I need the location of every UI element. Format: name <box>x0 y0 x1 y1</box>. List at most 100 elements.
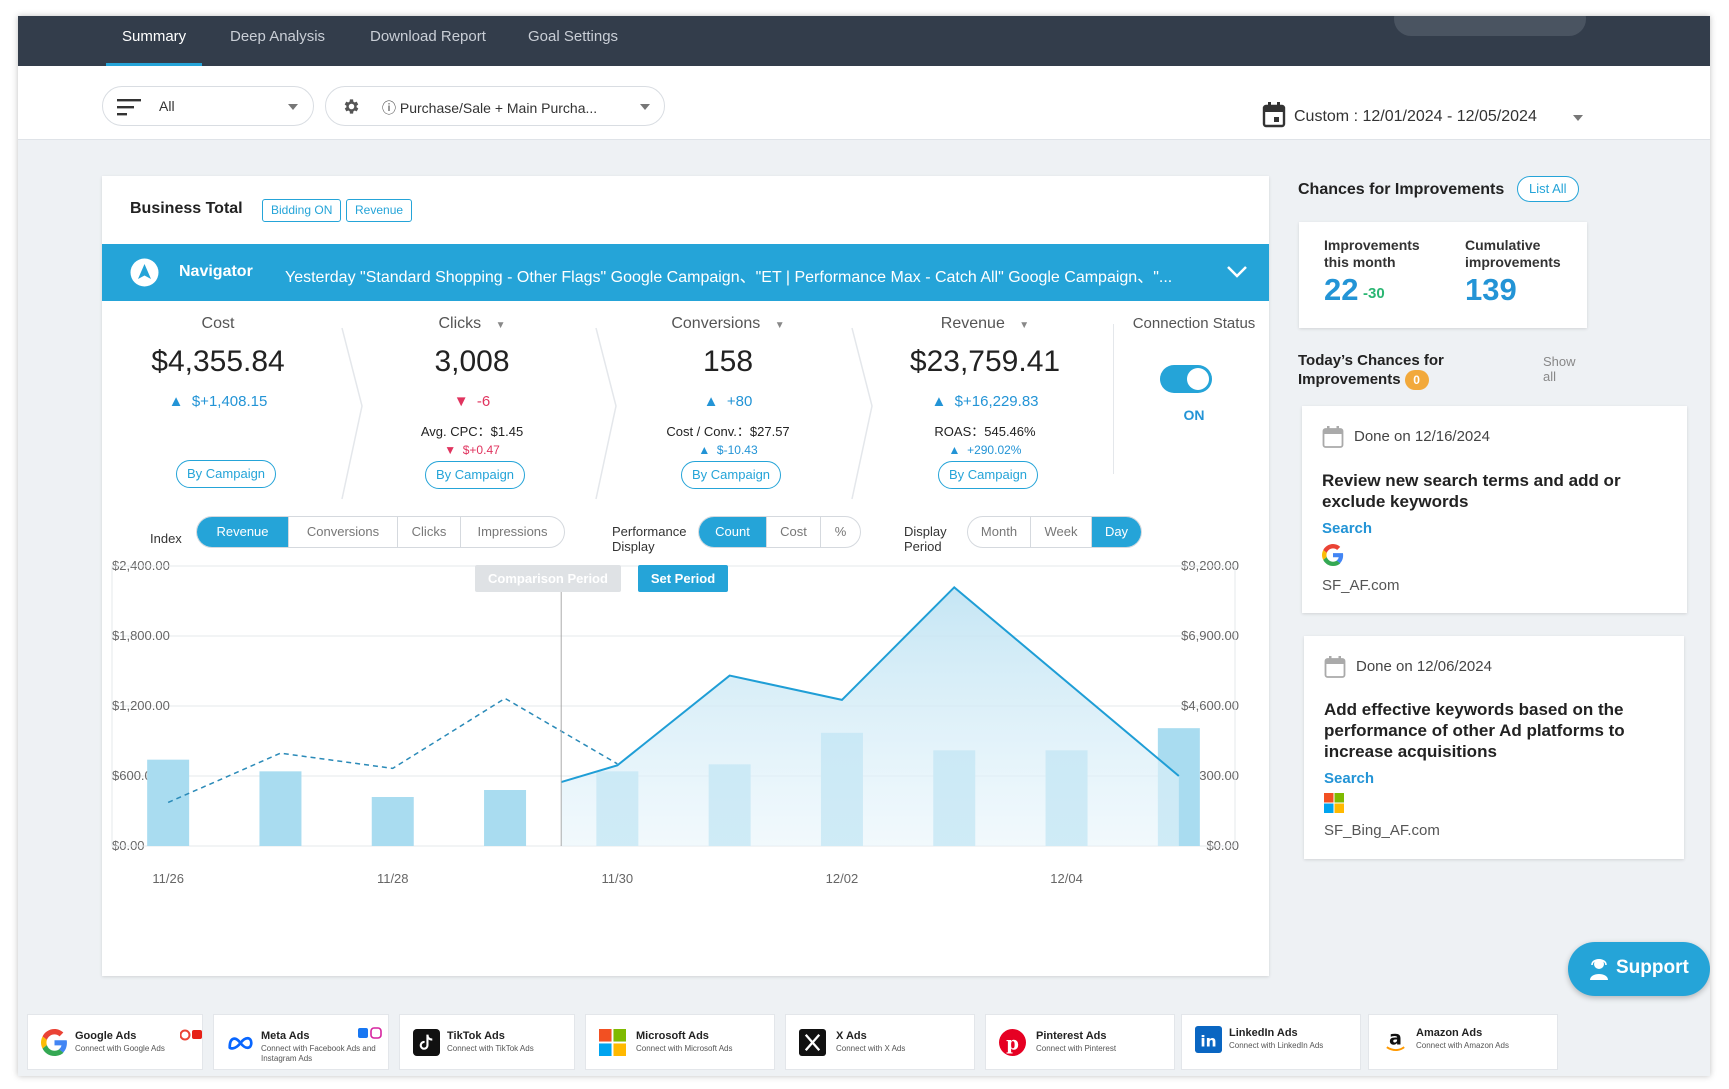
improvements-stats: Improvements this month 22 -30 Cumulativ… <box>1299 222 1587 328</box>
today-count-badge: 0 <box>1404 370 1429 391</box>
display-period-label: Display Period <box>904 524 947 554</box>
metric-label[interactable]: Clicks ▼ <box>438 315 506 332</box>
connector-desc: Connect with TikTok Ads <box>447 1044 534 1053</box>
period-segmented: Month Week Day <box>967 516 1142 548</box>
task-done-date: Done on 12/16/2024 <box>1354 428 1490 445</box>
task-kind: Search <box>1322 520 1373 537</box>
connection-label: Connection Status <box>1132 315 1256 332</box>
connector-google-ads[interactable]: Google Ads Connect with Google Ads <box>27 1014 203 1070</box>
connector-desc: Connect with Facebook Ads and Instagram … <box>261 1044 376 1063</box>
perf-option-count[interactable]: Count <box>699 517 767 547</box>
set-period-button[interactable]: Set Period <box>638 565 728 592</box>
task-title[interactable]: Review new search terms and add or exclu… <box>1322 471 1621 511</box>
gear-icon <box>344 99 359 114</box>
chevron-down-icon[interactable] <box>1226 265 1248 279</box>
performance-display-label: Performance Display <box>612 524 687 554</box>
metric-subdelta: ▲ +290.02% <box>948 443 1022 457</box>
by-campaign-button[interactable]: By Campaign <box>425 461 526 489</box>
svg-text:p: p <box>1006 1033 1019 1054</box>
performance-segmented: Count Cost % <box>698 516 861 548</box>
connector-name: Microsoft Ads <box>636 1030 709 1042</box>
index-label: Index <box>150 531 182 546</box>
connector-tiktok-ads[interactable]: TikTok Ads Connect with TikTok Ads <box>399 1014 575 1070</box>
connector-amazon-ads[interactable]: a Amazon Ads Connect with Amazon Ads <box>1368 1014 1558 1070</box>
connection-toggle[interactable] <box>1160 365 1212 393</box>
metric-clicks: Clicks ▼ 3,008 ▼ -6 Avg. CPC：$1.45 ▼ $+0… <box>356 301 588 501</box>
chevron-down-icon[interactable] <box>1573 115 1583 121</box>
connector-meta-ads[interactable]: Meta Ads Connect with Facebook Ads and I… <box>213 1014 389 1070</box>
metric-label: Cost <box>201 315 235 332</box>
tab-goal-settings[interactable]: Goal Settings <box>528 28 619 45</box>
card-title: Business Total <box>130 200 243 217</box>
calendar-icon <box>1322 426 1344 448</box>
y-tick-label-left: $1,800.00 <box>112 628 170 643</box>
ad-platform-connectors: Google Ads Connect with Google Ads Meta … <box>18 1006 1710 1076</box>
connector-x-ads[interactable]: X Ads Connect with X Ads <box>785 1014 975 1070</box>
connector-desc: Connect with Amazon Ads <box>1416 1041 1509 1050</box>
connector-microsoft-ads[interactable]: Microsoft Ads Connect with Microsoft Ads <box>585 1014 775 1070</box>
segment-select[interactable]: All <box>102 86 314 126</box>
task-account: SF_Bing_AF.com <box>1324 822 1440 839</box>
metric-delta: ▲ +80 <box>703 393 753 410</box>
today-improvements-title: Today’s Chances for Improvements 0 <box>1298 351 1488 391</box>
navigator-arrow-icon <box>130 258 159 287</box>
date-range-value[interactable]: Custom : 12/01/2024 - 12/05/2024 <box>1294 108 1537 125</box>
comparison-series-line <box>167 697 618 804</box>
metric-subdelta: ▲ $-10.43 <box>698 443 758 457</box>
metric-revenue: Revenue ▼ $23,759.41 ▲ $+16,229.83 ROAS：… <box>869 301 1101 501</box>
microsoft-logo-icon <box>599 1029 626 1056</box>
connector-pinterest-ads[interactable]: p Pinterest Ads Connect with Pinterest <box>985 1014 1175 1070</box>
bar[interactable] <box>259 771 302 846</box>
task-title[interactable]: Add effective keywords based on the perf… <box>1324 700 1625 761</box>
bar[interactable] <box>484 790 527 846</box>
connector-desc: Connect with X Ads <box>836 1044 906 1053</box>
facebook-instagram-mini-icon <box>358 1027 382 1039</box>
business-settings-button[interactable] <box>1394 16 1586 36</box>
this-month-delta: -30 <box>1363 285 1385 302</box>
index-option-revenue[interactable]: Revenue <box>197 517 289 547</box>
index-option-impressions[interactable]: Impressions <box>477 524 548 539</box>
improvement-task-card[interactable]: Done on 12/16/2024 Review new search ter… <box>1302 406 1687 613</box>
x-tick-label: 11/28 <box>377 871 409 886</box>
conversion-value: ⓘ Purchase/Sale + Main Purcha... <box>382 100 598 116</box>
conversion-select[interactable]: ⓘ Purchase/Sale + Main Purcha... <box>325 86 665 126</box>
period-option-week[interactable]: Week <box>1031 517 1092 547</box>
bar[interactable] <box>147 759 190 846</box>
perf-option-percent[interactable]: % <box>834 524 847 539</box>
metric-sub: Avg. CPC：$1.45 <box>420 424 524 439</box>
comparison-period-button[interactable]: Comparison Period <box>475 565 621 592</box>
x-logo-icon <box>799 1029 826 1056</box>
app-frame: Summary Deep Analysis Download Report Go… <box>18 16 1710 1076</box>
by-campaign-button[interactable]: By Campaign <box>176 460 277 488</box>
connector-name: TikTok Ads <box>447 1030 505 1042</box>
metric-label[interactable]: Conversions ▼ <box>671 315 785 332</box>
navigator-banner[interactable]: Navigator Yesterday "Standard Shopping -… <box>102 244 1269 301</box>
task-done-date: Done on 12/06/2024 <box>1356 658 1492 675</box>
cumulative-label: Cumulative improvements <box>1465 237 1561 270</box>
perf-option-cost[interactable]: Cost <box>767 517 821 547</box>
tab-download-report[interactable]: Download Report <box>370 28 486 45</box>
improvements-title: Chances for Improvements <box>1298 181 1505 198</box>
by-campaign-button[interactable]: By Campaign <box>681 461 782 489</box>
tab-deep-analysis[interactable]: Deep Analysis <box>230 28 326 45</box>
improvement-task-card[interactable]: Done on 12/06/2024 Add effective keyword… <box>1304 636 1684 859</box>
filter-lines-icon <box>117 99 141 116</box>
tab-summary[interactable]: Summary <box>105 16 203 66</box>
list-all-button[interactable]: List All <box>1517 176 1579 202</box>
period-option-day[interactable]: Day <box>1092 517 1141 547</box>
index-option-clicks[interactable]: Clicks <box>398 517 461 547</box>
support-button[interactable]: Support <box>1568 942 1710 996</box>
show-all-link[interactable]: Show all <box>1543 354 1576 384</box>
period-option-month[interactable]: Month <box>968 517 1031 547</box>
index-option-conversions[interactable]: Conversions <box>289 517 398 547</box>
by-campaign-button[interactable]: By Campaign <box>938 461 1039 489</box>
metric-value: 158 <box>702 345 754 378</box>
metric-value: $4,355.84 <box>151 345 285 378</box>
calendar-icon[interactable] <box>1262 102 1286 128</box>
bar[interactable] <box>371 797 414 846</box>
x-tick-label: 12/02 <box>826 871 859 886</box>
metric-sub: Cost / Conv.：$27.57 <box>666 424 790 439</box>
connector-linkedin-ads[interactable]: in LinkedIn Ads Connect with LinkedIn Ad… <box>1181 1014 1361 1070</box>
metric-label[interactable]: Revenue ▼ <box>940 315 1030 332</box>
connection-value: ON <box>1183 407 1205 423</box>
